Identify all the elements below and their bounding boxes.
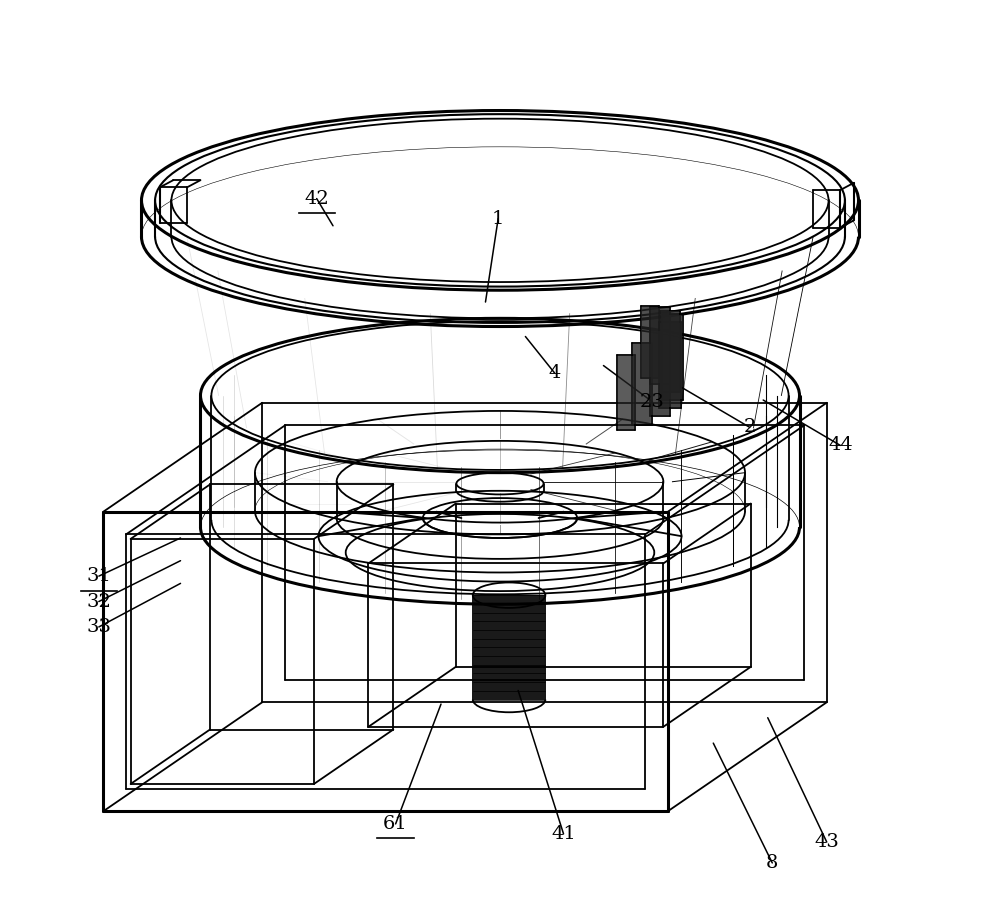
Text: 41: 41 <box>551 824 576 843</box>
Bar <box>633 344 651 424</box>
Bar <box>660 323 680 407</box>
Text: 4: 4 <box>548 364 561 382</box>
Bar <box>651 331 669 415</box>
Text: 61: 61 <box>383 814 408 833</box>
Text: 8: 8 <box>766 854 778 872</box>
Text: 33: 33 <box>86 618 111 636</box>
Text: 2: 2 <box>743 418 756 436</box>
Bar <box>662 315 682 399</box>
Bar <box>651 307 669 383</box>
Text: 31: 31 <box>86 567 111 585</box>
Text: 23: 23 <box>640 393 665 411</box>
Text: 32: 32 <box>86 593 111 611</box>
Text: 1: 1 <box>492 209 504 227</box>
Text: 44: 44 <box>828 436 853 454</box>
Bar <box>474 595 544 700</box>
Text: 42: 42 <box>304 190 329 207</box>
Bar <box>661 312 679 392</box>
Bar <box>641 306 658 377</box>
Text: 43: 43 <box>814 833 839 851</box>
Bar <box>618 356 634 429</box>
